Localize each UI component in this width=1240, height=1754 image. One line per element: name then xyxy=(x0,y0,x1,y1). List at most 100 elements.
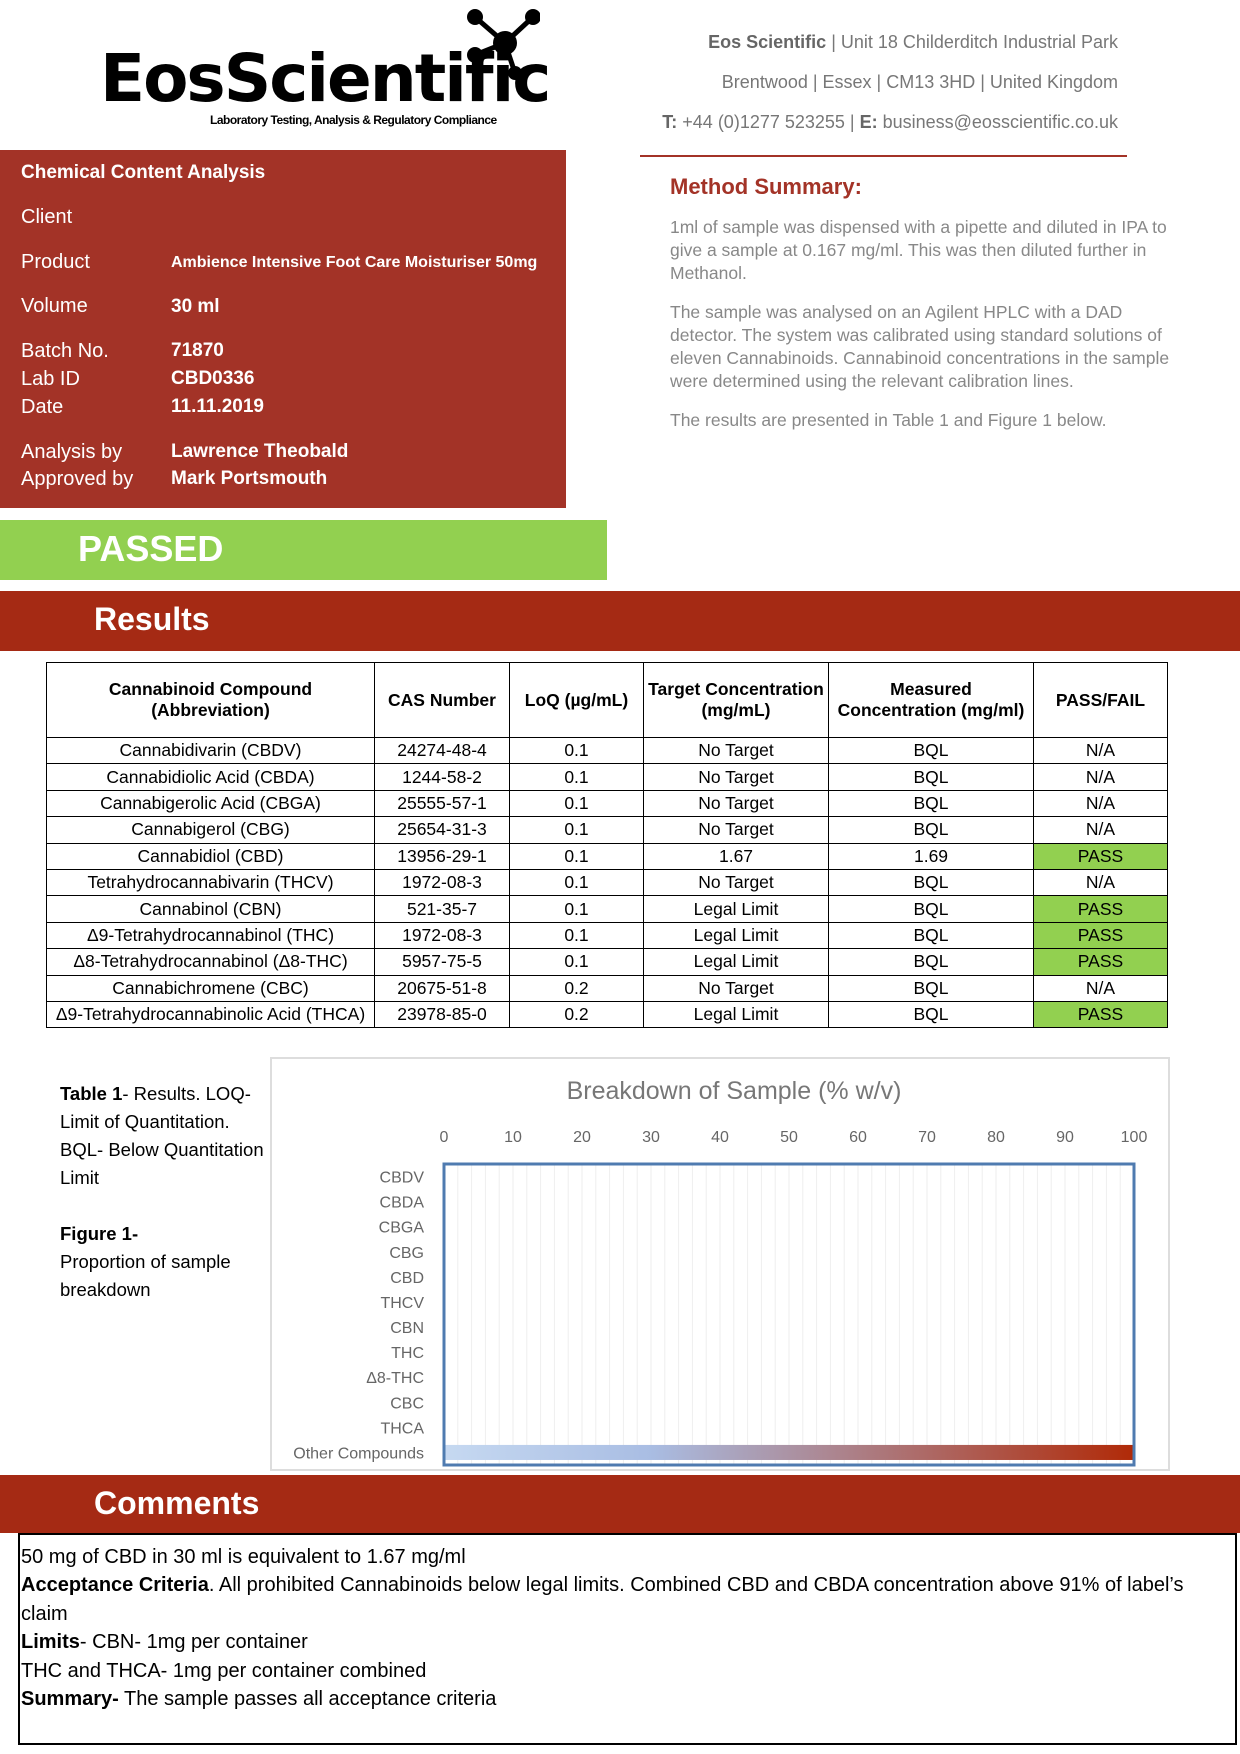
y-category-label: CBDA xyxy=(380,1195,425,1212)
date-value: 11.11.2019 xyxy=(171,396,264,417)
table-cell: BQL xyxy=(828,789,1034,818)
table-cell: No Target xyxy=(643,974,829,1002)
y-category-label: THCV xyxy=(380,1295,424,1312)
table-cell: BQL xyxy=(828,921,1034,950)
x-tick-label: 80 xyxy=(987,1129,1005,1146)
info-title: Chemical Content Analysis xyxy=(21,162,266,183)
comments-box: 50 mg of CBD in 30 ml is equivalent to 1… xyxy=(18,1533,1237,1745)
table-cell: 0.1 xyxy=(509,816,644,844)
product-value: Ambience Intensive Foot Care Moisturiser… xyxy=(171,254,538,271)
chart: Breakdown of Sample (% w/v) 0 10 20 30 40 50 60… xyxy=(270,1057,1170,1471)
table-cell: N/A xyxy=(1033,736,1168,765)
y-category-label: CBC xyxy=(390,1395,424,1412)
table-cell: Cannabichromene (CBC) xyxy=(46,974,375,1002)
table-cell: Legal Limit xyxy=(643,948,829,976)
table-cell: No Target xyxy=(643,763,829,791)
table-cell: 5957-75-5 xyxy=(374,948,510,976)
table-cell: BQL xyxy=(828,763,1034,791)
y-category-label: THCA xyxy=(380,1420,424,1437)
analysis-value: Lawrence Theobald xyxy=(171,441,349,462)
y-category-label: CBN xyxy=(390,1320,424,1337)
volume-label: Volume xyxy=(21,295,88,317)
address-line-2: Brentwood | Essex | CM13 3HD | United Ki… xyxy=(721,72,1118,92)
caption: Table 1- Results. LOQ- Limit of Quantita… xyxy=(60,1083,264,1300)
plot-frame xyxy=(442,1162,1136,1467)
comment-line: THC and THCA- 1mg per container combined xyxy=(21,1659,427,1682)
table-cell: 0.1 xyxy=(509,789,644,818)
comments-heading: Comments xyxy=(0,1475,1240,1533)
method-p1: 1ml of sample was dispensed with a pipet… xyxy=(670,217,1167,283)
comment-line: Limits- CBN- 1mg per container xyxy=(21,1631,308,1654)
table-row: Cannabichromene (CBC) 20675-51-8 0.2 No Tar… xyxy=(46,974,1168,1002)
table-row: Δ9-Tetrahydrocannabinolic Acid (THCA) 239… xyxy=(46,1000,1168,1029)
x-tick-label: 40 xyxy=(711,1129,729,1146)
table-cell: 1.67 xyxy=(643,842,829,870)
volume-value: 30 ml xyxy=(171,296,220,317)
table-cell: Cannabidiol (CBD) xyxy=(46,842,375,870)
table-cell: PASS xyxy=(1033,895,1168,923)
table-row: Cannabidiolic Acid (CBDA) 1244-58-2 0.1 No … xyxy=(46,763,1168,791)
x-tick-label: 90 xyxy=(1056,1129,1074,1146)
table-cell: Legal Limit xyxy=(643,921,829,950)
table-cell: No Target xyxy=(643,816,829,844)
table-cell: 1972-08-3 xyxy=(374,868,510,897)
comment-line: Summary- The sample passes all acceptanc… xyxy=(21,1688,497,1711)
table-row: Cannabigerol (CBG) 25654-31-3 0.1 No Target… xyxy=(46,816,1168,844)
table-cell: 13956-29-1 xyxy=(374,842,510,870)
column-header: PASS/FAIL xyxy=(1033,662,1168,738)
table-cell: 0.1 xyxy=(509,921,644,950)
column-header: LoQ (µg/mL) xyxy=(509,662,644,738)
y-category-label: THC xyxy=(391,1345,424,1362)
comment-line: Acceptance Criteria. All prohibited Cann… xyxy=(21,1574,1184,1625)
y-category-label: CBGA xyxy=(379,1220,425,1237)
labid-label: Lab ID xyxy=(21,368,80,390)
table-row: Cannabidivarin (CBDV) 24274-48-4 0.1 No Tar… xyxy=(46,736,1168,765)
table-cell: Cannabidivarin (CBDV) xyxy=(46,736,375,765)
column-header: Measured Concentration (mg/ml) xyxy=(828,662,1034,738)
address-line-1: Eos Scientific | Unit 18 Childerditch In… xyxy=(708,32,1118,52)
table-cell: N/A xyxy=(1033,763,1168,791)
table-cell: Cannabidiolic Acid (CBDA) xyxy=(46,763,375,791)
results-table: Cannabinoid Compound (Abbreviation) CAS N… xyxy=(46,662,1168,1029)
status-badge: PASSED xyxy=(0,520,607,580)
table-cell: BQL xyxy=(828,1000,1034,1029)
table-cell: Δ9-Tetrahydrocannabinolic Acid (THCA) xyxy=(46,1000,375,1029)
table-cell: 23978-85-0 xyxy=(374,1000,510,1029)
table-cell: BQL xyxy=(828,816,1034,844)
table-cell: PASS xyxy=(1033,1000,1168,1029)
table-cell: Δ8-Tetrahydrocannabinol (Δ8-THC) xyxy=(46,948,375,976)
table-cell: BQL xyxy=(828,736,1034,765)
product-label: Product xyxy=(21,251,90,273)
method-title: Method Summary: xyxy=(670,174,862,199)
table-cell: N/A xyxy=(1033,974,1168,1002)
logo-tagline: Laboratory Testing, Analysis & Regulator… xyxy=(210,113,497,127)
x-tick-label: 20 xyxy=(573,1129,591,1146)
y-category-label: CBD xyxy=(390,1270,424,1287)
table-cell: BQL xyxy=(828,974,1034,1002)
date-label: Date xyxy=(21,396,64,418)
table-cell: 20675-51-8 xyxy=(374,974,510,1002)
chart-title: Breakdown of Sample (% w/v) xyxy=(567,1077,902,1105)
table-row: Cannabinol (CBN) 521-35-7 0.1 Legal Limit BQ… xyxy=(46,895,1168,923)
x-tick-label: 100 xyxy=(1121,1129,1148,1146)
contact-line: T: +44 (0)1277 523255 | E: business@eoss… xyxy=(662,112,1118,132)
table-cell: PASS xyxy=(1033,948,1168,976)
column-header: Target Concentration (mg/mL) xyxy=(643,662,829,738)
y-category-label: CBG xyxy=(389,1245,424,1262)
y-category-label: Δ8-THC xyxy=(366,1370,424,1387)
table-cell: Legal Limit xyxy=(643,1000,829,1029)
table-cell: N/A xyxy=(1033,816,1168,844)
table-cell: 1.69 xyxy=(828,842,1034,870)
table-cell: PASS xyxy=(1033,842,1168,870)
column-header: Cannabinoid Compound (Abbreviation) xyxy=(46,662,375,738)
table-cell: 0.1 xyxy=(509,948,644,976)
table-row: Cannabidiol (CBD) 13956-29-1 0.1 1.67 1.69 PA… xyxy=(46,842,1168,870)
info-panel: Chemical Content Analysis Client Product… xyxy=(0,150,566,508)
table-cell: 1244-58-2 xyxy=(374,763,510,791)
x-tick-label: 0 xyxy=(440,1129,449,1146)
divider xyxy=(640,155,1127,157)
x-tick-label: 30 xyxy=(642,1129,660,1146)
x-tick-label: 10 xyxy=(504,1129,522,1146)
x-tick-label: 50 xyxy=(780,1129,798,1146)
table-cell: Legal Limit xyxy=(643,895,829,923)
